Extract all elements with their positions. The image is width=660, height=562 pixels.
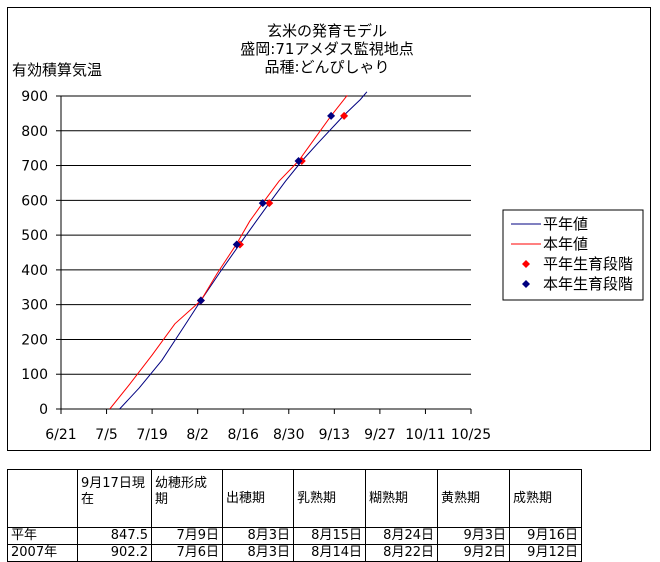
table-cell: 9月3日 xyxy=(437,527,510,545)
data-point-3 xyxy=(327,111,336,120)
x-tick-label: 9/27 xyxy=(364,427,395,443)
table-header-cell: 黄熟期 xyxy=(437,469,510,528)
table-cell: 7月6日 xyxy=(151,544,223,562)
legend-entry: 本年値 xyxy=(543,235,588,253)
legend-swatch xyxy=(522,260,530,268)
table-header-cell: 出穂期 xyxy=(222,469,294,528)
row-label: 平年 xyxy=(7,527,78,545)
y-tick-label: 100 xyxy=(21,367,48,383)
y-tick-label: 400 xyxy=(21,263,48,279)
y-tick-label: 700 xyxy=(21,159,48,175)
series-line-0 xyxy=(119,91,368,409)
table-cell: 9月2日 xyxy=(437,544,510,562)
x-tick-label: 9/13 xyxy=(319,427,350,443)
x-tick-label: 8/30 xyxy=(273,427,304,443)
legend-entry: 本年生育段階 xyxy=(543,275,633,293)
x-tick-label: 8/2 xyxy=(186,427,209,443)
y-tick-label: 600 xyxy=(21,193,48,209)
data-point-2 xyxy=(340,111,349,120)
table-header-row: 9月17日現在 幼穂形成期 出穂期 乳熟期 糊熟期 黄熟期 成熟期 xyxy=(7,469,582,528)
table-header-cell: 幼穂形成期 xyxy=(151,469,223,528)
x-tick-label: 8/16 xyxy=(227,427,259,443)
table-cell: 9月12日 xyxy=(509,544,582,562)
legend-entry: 平年値 xyxy=(543,215,588,233)
table-cell: 8月14日 xyxy=(293,544,366,562)
table-cell: 8月3日 xyxy=(222,544,294,562)
x-tick-label: 10/11 xyxy=(405,427,445,443)
table-cell: 8月24日 xyxy=(365,527,438,545)
table-header-cell: 成熟期 xyxy=(509,469,582,528)
table-cell: 8月3日 xyxy=(222,527,294,545)
table-header-cell: 糊熟期 xyxy=(365,469,438,528)
y-tick-label: 900 xyxy=(21,89,48,105)
x-tick-label: 7/19 xyxy=(136,427,167,443)
table-cell: 7月9日 xyxy=(151,527,223,545)
row-label: 2007年 xyxy=(7,544,78,562)
chart-title-line: 玄米の発育モデル xyxy=(267,22,387,40)
data-point-3 xyxy=(196,296,205,305)
table-cell: 9月16日 xyxy=(509,527,582,545)
table-row: 2007年 902.2 7月6日 8月3日 8月14日 8月22日 9月2日 9… xyxy=(7,544,582,562)
table-cell: 8月22日 xyxy=(365,544,438,562)
y-tick-label: 0 xyxy=(39,402,48,418)
table-cell: 847.5 xyxy=(77,527,152,545)
data-point-3 xyxy=(258,199,267,208)
legend-entry: 平年生育段階 xyxy=(543,255,633,273)
table-cell: 902.2 xyxy=(77,544,152,562)
x-tick-label: 10/25 xyxy=(451,427,491,443)
chart-title-line: 盛岡:71アメダス監視地点 xyxy=(240,40,413,58)
chart-title-line: 品種:どんぴしゃり xyxy=(264,58,389,76)
x-tick-label: 6/21 xyxy=(45,427,76,443)
series-line-1 xyxy=(109,94,348,409)
table-header-cell: 9月17日現在 xyxy=(77,469,152,528)
data-point-3 xyxy=(294,157,303,166)
y-tick-label: 800 xyxy=(21,124,48,140)
x-tick-label: 7/5 xyxy=(95,427,118,443)
growth-stage-table: 9月17日現在 幼穂形成期 出穂期 乳熟期 糊熟期 黄熟期 成熟期 平年 847… xyxy=(7,469,582,562)
table-row: 平年 847.5 7月9日 8月3日 8月15日 8月24日 9月3日 9月16… xyxy=(7,527,582,545)
data-point-3 xyxy=(232,240,241,249)
y-axis-label: 有効積算気温 xyxy=(12,61,102,79)
y-tick-label: 200 xyxy=(21,332,48,348)
legend-swatch xyxy=(522,280,530,288)
table-cell: 8月15日 xyxy=(293,527,366,545)
y-tick-label: 500 xyxy=(21,228,48,244)
data-point-2 xyxy=(265,199,274,208)
table-header-cell: 乳熟期 xyxy=(293,469,366,528)
y-tick-label: 300 xyxy=(21,298,48,314)
table-header-cell xyxy=(7,469,78,528)
